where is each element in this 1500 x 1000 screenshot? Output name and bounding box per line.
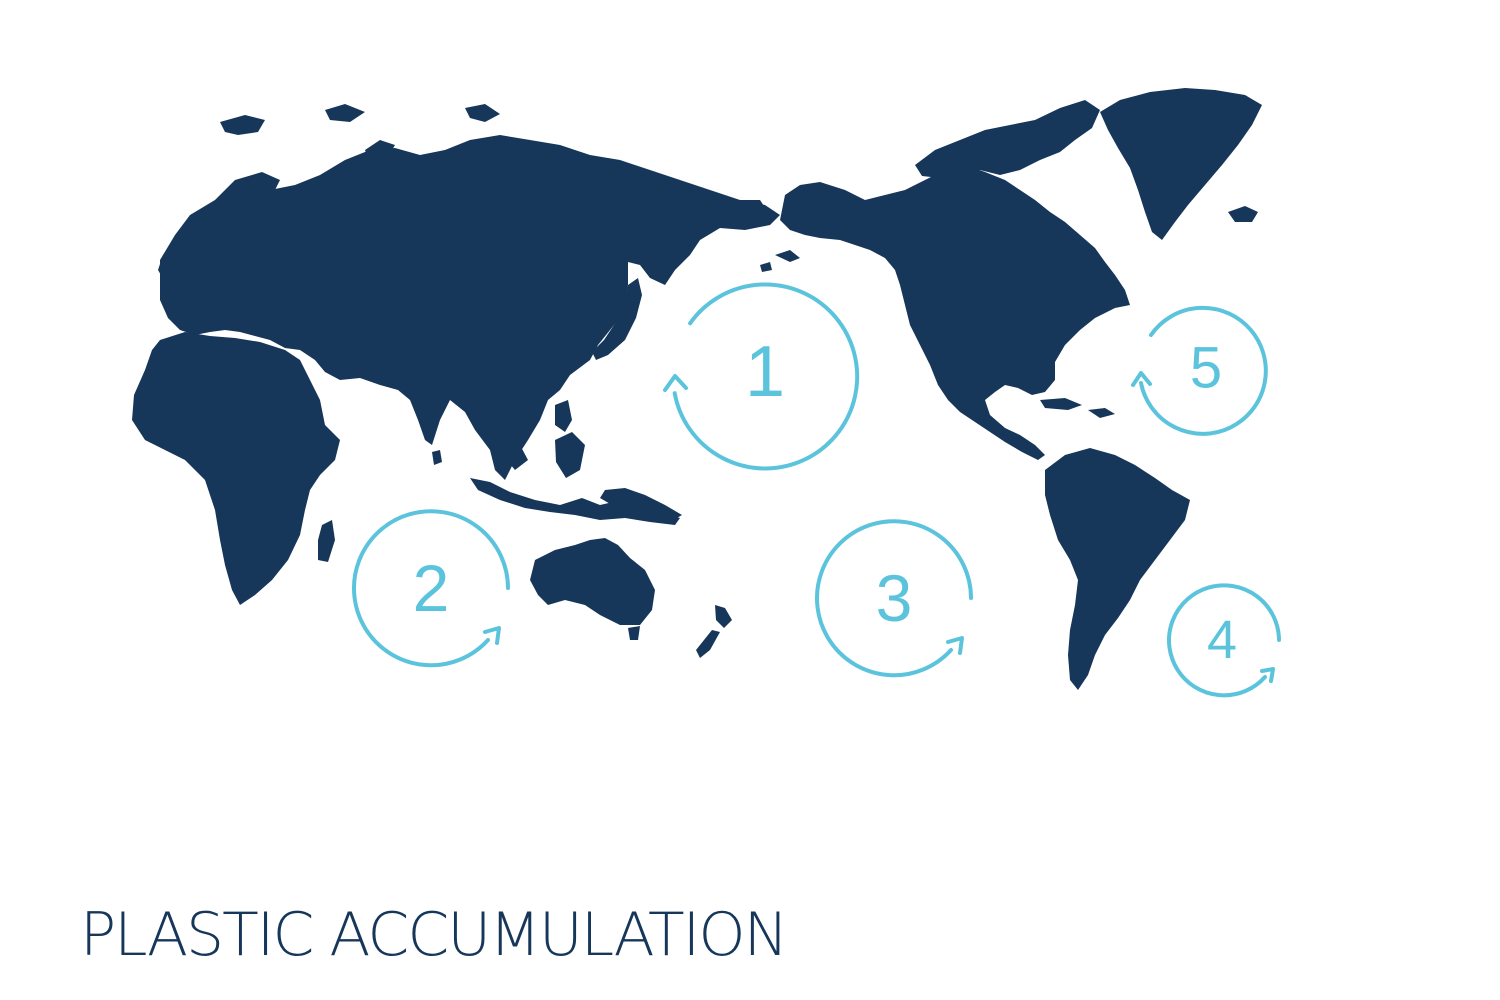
gyre-3-ring: [815, 519, 973, 678]
gyre-5-number: 5: [1190, 336, 1222, 401]
gyre-4-ring: [1167, 583, 1281, 698]
new-zealand: [696, 605, 732, 658]
gyre-markers: 1 2 3 4 5: [352, 282, 1281, 698]
gyre-5-ring: [1139, 305, 1268, 436]
gyre-3-arrow-head: [946, 636, 964, 655]
philippines: [555, 400, 572, 432]
new-guinea: [600, 488, 682, 522]
gyre-4-arrow-head: [1260, 667, 1275, 683]
gyre-4: 4: [1167, 583, 1281, 698]
gyre-1-number: 1: [745, 332, 785, 412]
gyre-4-number: 4: [1207, 610, 1237, 670]
caribbean-islands: [1040, 398, 1115, 418]
gyre-1: 1: [663, 282, 860, 471]
page-title: PLASTIC ACCUMULATION: [80, 900, 788, 970]
iceland: [1228, 206, 1258, 222]
gyre-2-ring: [352, 509, 510, 668]
africa: [132, 332, 340, 605]
gyre-2-arrow-head: [483, 626, 501, 645]
tasmania: [628, 626, 640, 640]
arctic-islands: [220, 104, 500, 165]
gyre-1-arrow-head: [663, 374, 688, 392]
sri-lanka: [432, 450, 442, 465]
north-america: [780, 165, 1130, 460]
gyre-1-ring: [672, 282, 860, 471]
madagascar: [318, 520, 335, 562]
gyre-5-arrow-head: [1131, 371, 1152, 387]
aleutian-islands: [760, 250, 800, 272]
south-america: [1045, 448, 1190, 690]
gyre-3: 3: [815, 519, 973, 678]
gyre-2-number: 2: [413, 551, 450, 625]
eurasia: [160, 135, 780, 480]
scandinavia: [215, 172, 280, 252]
british-isles: [158, 245, 178, 282]
gyre-2: 2: [352, 509, 510, 668]
landmasses: [132, 88, 1262, 690]
greenland: [1100, 88, 1262, 240]
gyre-3-number: 3: [876, 561, 913, 635]
canadian-arctic-islands: [915, 100, 1100, 178]
japan: [592, 278, 642, 360]
gyre-5: 5: [1131, 305, 1268, 436]
australia: [530, 538, 655, 625]
kamchatka: [740, 200, 770, 225]
